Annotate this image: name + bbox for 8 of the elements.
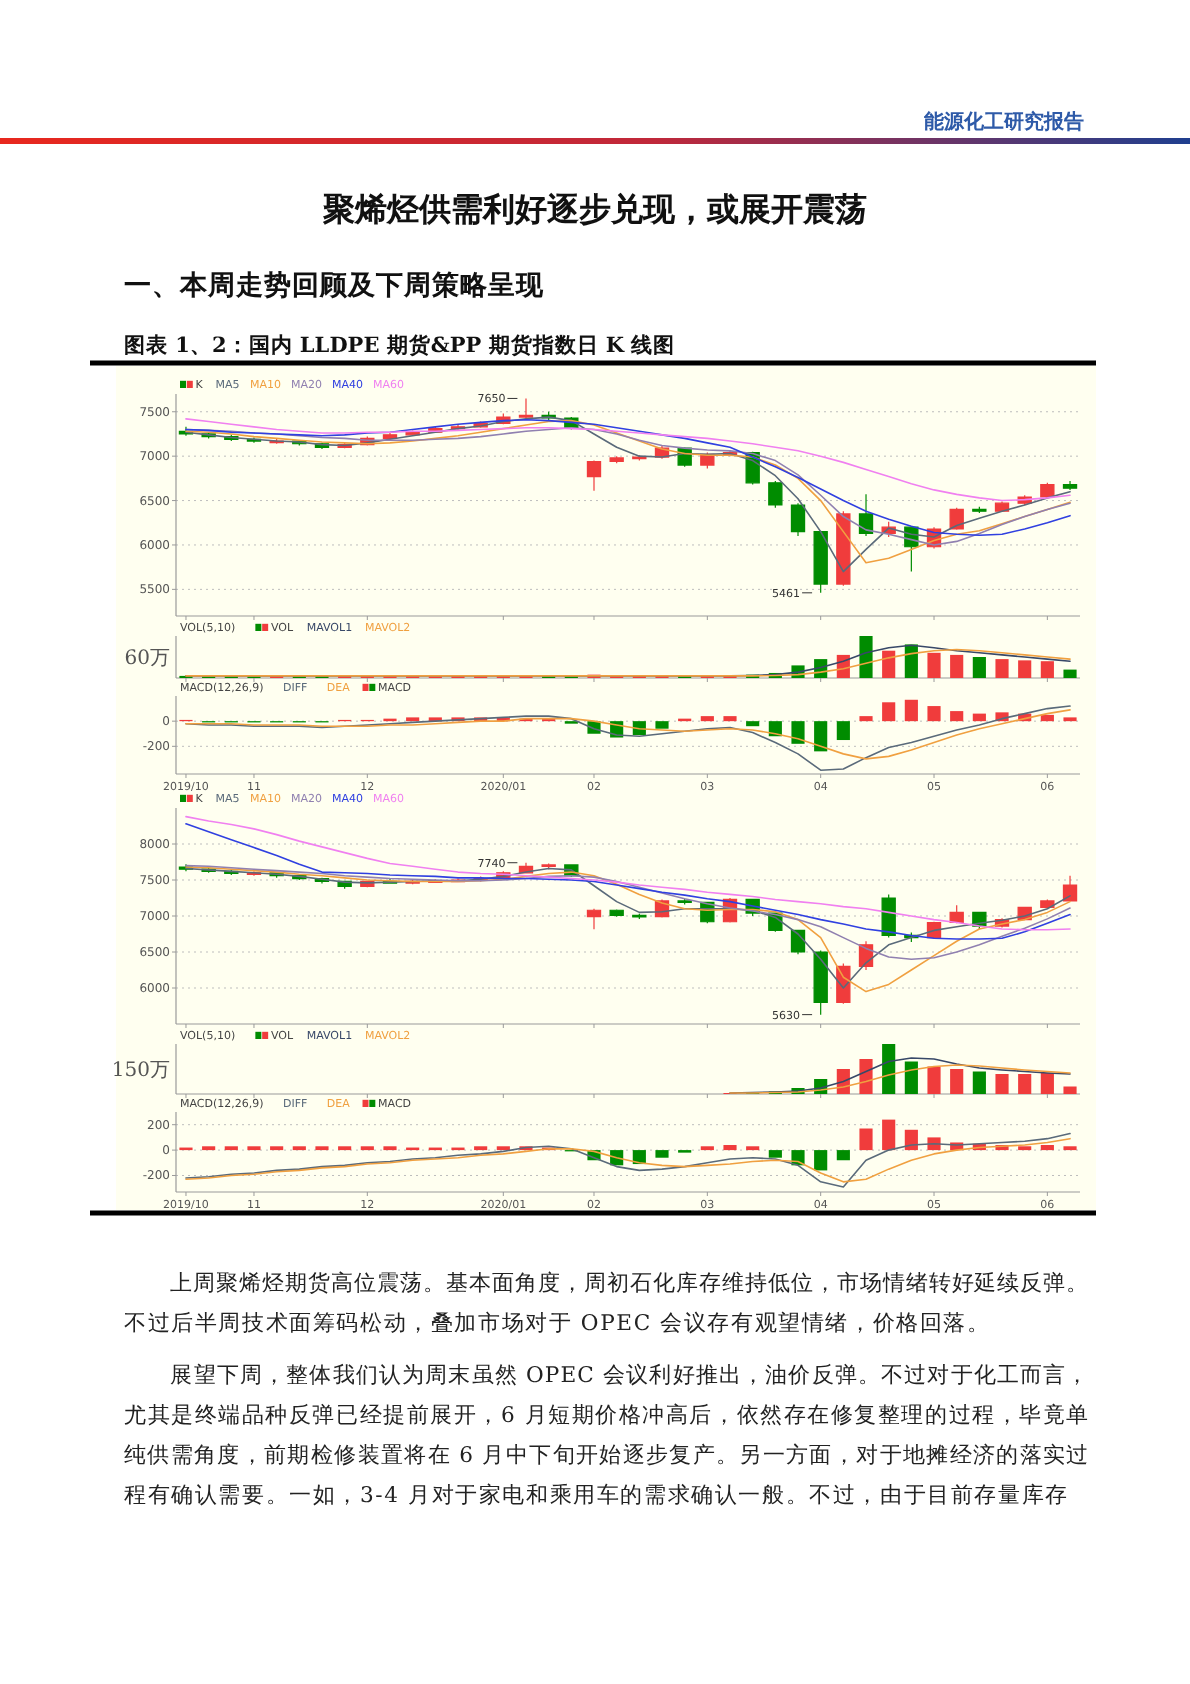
text: 一、本周走势回顾及下周策略呈现 [124, 270, 546, 302]
text: 150万 [111, 1060, 170, 1082]
text: 展望下周，整体我们认为周末虽然 OPEC 会议利好推出，油价反弹。不过对于化工而言，尤其是终端品种反弹已经提前展开，6 月短期价格冲高后，依然存在修复整理的过程，毕竟单纯供需角度，前期检修装置将在 6 月中下旬开始逐步复产。另一方面，对于地摊经济的落实过程有确认需要。一如，3-4 月对于家电和乘用车的需求确认一般。不过，由于目前存量库存 [124, 1362, 1090, 1508]
chart-subtitle: 图表 1、2：国内 LLDPE 期货&PP 期货指数日 K 线图 [124, 332, 676, 358]
text: 上周聚烯烃期货高位震荡。基本面角度，周初石化库存维持低位，市场情绪转好延续反弹。不过后半周技术面筹码松动，叠加市场对于 OPEC 会议存有观望情绪，价格回落。 [124, 1270, 1090, 1336]
text: 60万 [124, 648, 170, 670]
text: 能源化工研究报告 [924, 110, 1084, 134]
chart-title: 聚烯烃供需利好逐步兑现，或展开震荡 [321, 190, 867, 228]
